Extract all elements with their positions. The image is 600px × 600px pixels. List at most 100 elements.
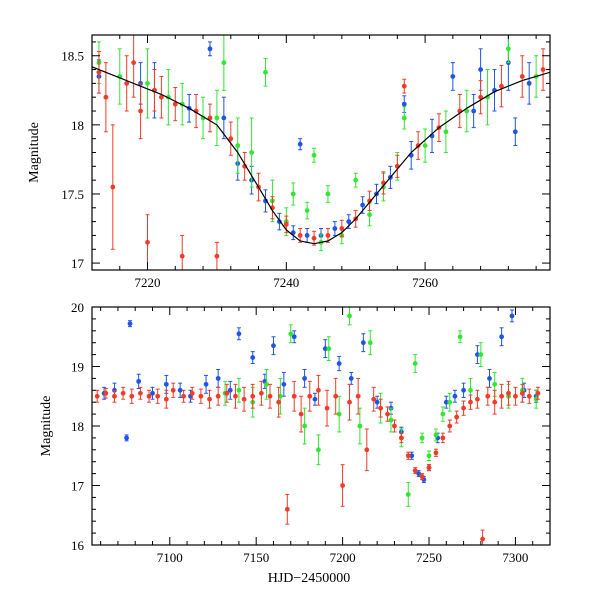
plot-area xyxy=(94,307,541,545)
x-tick-label: 7300 xyxy=(502,550,528,565)
blue-marker xyxy=(487,376,492,381)
green-point xyxy=(235,117,241,174)
red-point xyxy=(131,35,137,98)
red-marker xyxy=(138,108,143,114)
red-marker xyxy=(519,74,525,79)
blue-point xyxy=(127,320,133,328)
red-marker xyxy=(94,393,100,399)
green-marker xyxy=(235,143,241,148)
blue-point xyxy=(150,386,155,400)
blue-marker xyxy=(471,108,477,114)
red-marker xyxy=(297,233,303,238)
red-point xyxy=(258,380,264,406)
green-marker xyxy=(336,411,342,417)
blue-marker xyxy=(475,352,480,357)
blue-point xyxy=(526,62,532,105)
blue-point xyxy=(215,368,221,388)
blue-point xyxy=(408,140,414,170)
red-marker xyxy=(137,390,143,396)
red-point xyxy=(519,383,525,403)
red-marker xyxy=(316,387,321,393)
red-marker xyxy=(340,483,346,488)
green-marker xyxy=(302,423,307,429)
blue-point xyxy=(304,228,310,243)
green-marker xyxy=(263,69,268,75)
blue-marker xyxy=(526,80,532,86)
green-marker xyxy=(478,352,484,357)
blue-marker xyxy=(452,393,458,399)
red-marker xyxy=(355,393,361,399)
red-point xyxy=(250,383,256,409)
red-marker xyxy=(110,184,116,190)
red-point xyxy=(103,62,109,133)
red-point xyxy=(461,400,466,416)
red-point xyxy=(146,389,152,403)
series-red xyxy=(94,374,541,545)
blue-marker xyxy=(443,399,449,405)
green-point xyxy=(433,428,439,442)
green-marker xyxy=(221,60,227,66)
green-point xyxy=(505,35,511,64)
x-tick-label: 7200 xyxy=(330,550,356,565)
blue-marker xyxy=(281,381,287,387)
green-marker xyxy=(419,435,425,441)
green-marker xyxy=(505,46,511,52)
green-point xyxy=(145,48,150,119)
red-point xyxy=(475,389,480,409)
series-blue xyxy=(101,309,539,484)
red-marker xyxy=(179,253,185,259)
red-marker xyxy=(228,136,234,142)
green-marker xyxy=(447,399,453,405)
y-tick-label: 18 xyxy=(71,118,84,133)
red-point xyxy=(419,473,425,481)
blue-marker xyxy=(297,141,303,147)
green-point xyxy=(264,368,269,400)
red-point xyxy=(155,388,161,404)
blue-point xyxy=(221,96,227,140)
blue-point xyxy=(360,333,366,353)
red-point xyxy=(284,493,290,525)
red-marker xyxy=(367,198,372,204)
green-marker xyxy=(426,453,432,459)
red-point xyxy=(398,432,404,444)
green-marker xyxy=(468,387,473,393)
red-marker xyxy=(478,94,484,100)
red-marker xyxy=(526,393,532,399)
y-tick-label: 16 xyxy=(71,538,85,553)
red-point xyxy=(152,69,157,112)
red-marker xyxy=(440,435,446,441)
red-point xyxy=(513,386,518,406)
red-point xyxy=(333,377,339,415)
green-point xyxy=(478,342,484,367)
red-point xyxy=(189,386,195,400)
red-point xyxy=(325,228,331,243)
red-point xyxy=(485,386,491,406)
blue-point xyxy=(452,389,458,403)
red-point xyxy=(297,228,303,243)
green-marker xyxy=(145,80,150,86)
blue-marker xyxy=(124,435,129,441)
blue-point xyxy=(409,451,415,460)
y-tick-label: 17.5 xyxy=(61,187,84,202)
red-point xyxy=(316,374,321,406)
blue-marker xyxy=(416,471,422,476)
blue-point xyxy=(227,380,233,400)
red-point xyxy=(181,389,187,403)
blue-point xyxy=(487,368,492,388)
red-point xyxy=(276,386,282,418)
red-point xyxy=(401,78,407,94)
red-point xyxy=(457,93,463,129)
blue-marker xyxy=(227,387,233,393)
blue-marker xyxy=(236,331,242,337)
y-tick-label: 18.5 xyxy=(61,49,84,64)
red-marker xyxy=(298,411,304,417)
green-marker xyxy=(290,191,296,197)
red-marker xyxy=(214,253,220,259)
red-marker xyxy=(170,387,176,393)
red-point xyxy=(311,230,317,246)
green-point xyxy=(311,147,317,163)
green-point xyxy=(325,185,331,203)
blue-marker xyxy=(312,396,318,402)
red-point xyxy=(378,398,384,418)
red-point xyxy=(526,388,532,404)
